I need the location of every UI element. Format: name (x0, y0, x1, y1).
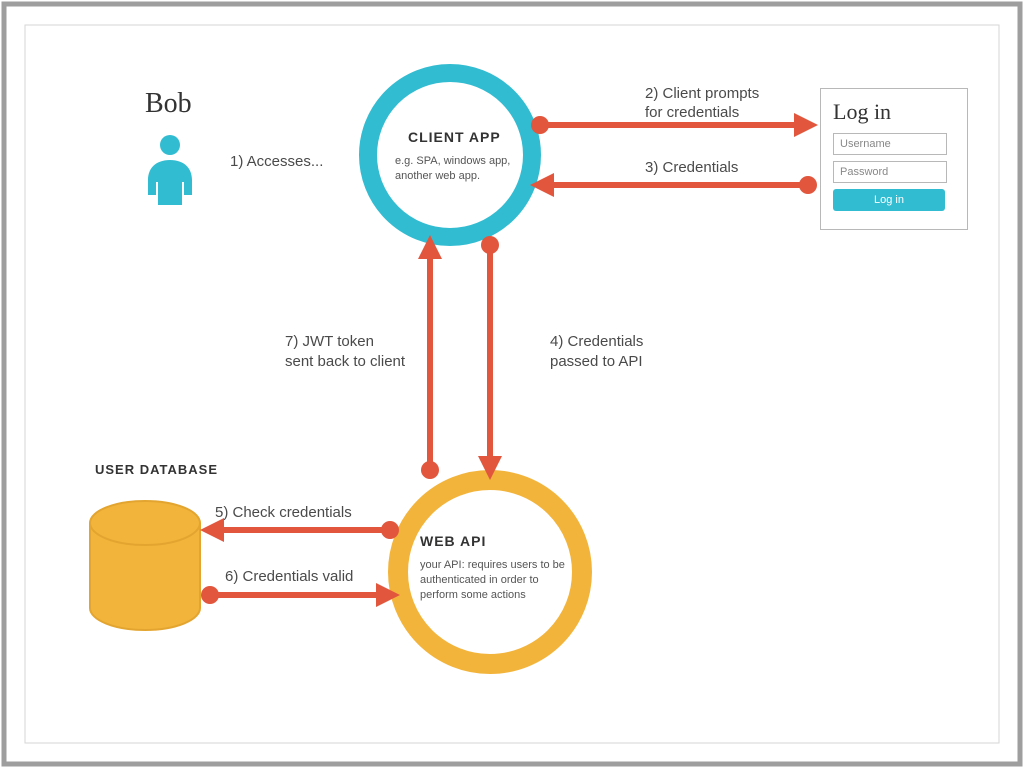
web-api-title: WEB API (420, 532, 486, 550)
step-4-label-a: 4) Credentials (550, 332, 643, 352)
step-2-label-a: 2) Client prompts (645, 84, 759, 104)
step-6-label: 6) Credentials valid (225, 567, 353, 587)
step-7-label-a: 7) JWT token (285, 332, 374, 352)
client-app-subtitle: e.g. SPA, windows app, another web app. (395, 154, 513, 184)
login-panel: Log in Username Password Log in (820, 88, 968, 230)
person-icon (148, 135, 192, 205)
step-7-label-b: sent back to client (285, 352, 405, 372)
step-1-label: 1) Accesses... (230, 152, 323, 172)
user-database-icon (90, 501, 200, 630)
bob-label: Bob (145, 88, 192, 120)
step-2-label-b: for credentials (645, 103, 739, 123)
step-5-label: 5) Check credentials (215, 503, 352, 523)
user-database-label: USER DATABASE (95, 462, 218, 479)
step-4-label-b: passed to API (550, 352, 643, 372)
web-api-subtitle: your API: requires users to be authentic… (420, 558, 570, 603)
step-3-label: 3) Credentials (645, 158, 738, 178)
client-app-title: CLIENT APP (408, 128, 501, 146)
username-field[interactable]: Username (833, 133, 947, 155)
login-title: Log in (833, 99, 955, 125)
password-field[interactable]: Password (833, 161, 947, 183)
login-button[interactable]: Log in (833, 189, 945, 211)
